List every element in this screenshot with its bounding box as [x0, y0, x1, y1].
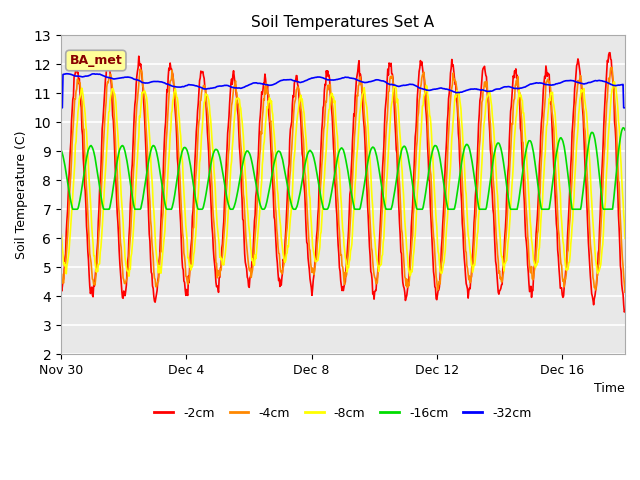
Text: BA_met: BA_met: [70, 54, 122, 67]
Title: Soil Temperatures Set A: Soil Temperatures Set A: [252, 15, 435, 30]
Legend: -2cm, -4cm, -8cm, -16cm, -32cm: -2cm, -4cm, -8cm, -16cm, -32cm: [150, 402, 536, 425]
X-axis label: Time: Time: [595, 383, 625, 396]
Y-axis label: Soil Temperature (C): Soil Temperature (C): [15, 131, 28, 259]
